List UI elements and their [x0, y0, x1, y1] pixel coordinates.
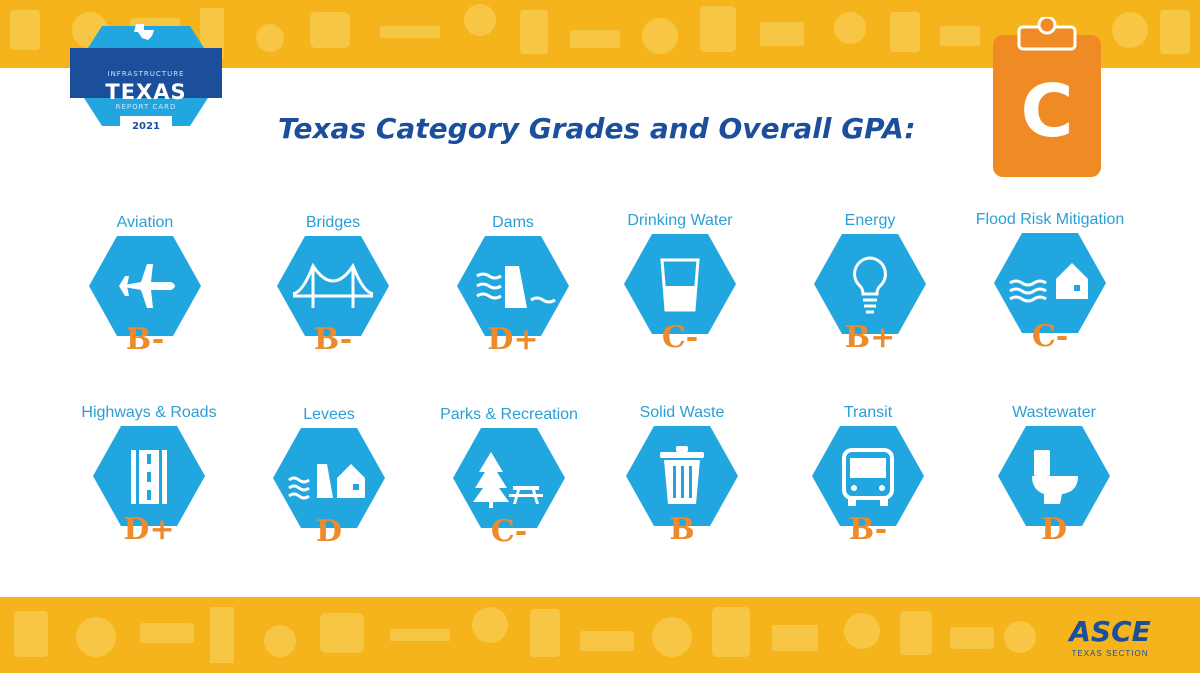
category-bridges: Bridges B- — [243, 214, 423, 404]
category-grade: C- — [661, 320, 699, 355]
category-grade: B — [669, 512, 695, 547]
category-hexagon — [93, 426, 205, 526]
trash-can-icon — [660, 446, 704, 504]
category-wastewater: Wastewater D — [964, 404, 1144, 594]
asce-logo: ASCE TEXAS SECTION — [1060, 615, 1160, 665]
category-levees: Levees D — [239, 406, 419, 596]
airplane-icon — [119, 264, 175, 308]
category-label: Bridges — [305, 214, 361, 231]
category-grade: B- — [848, 512, 888, 547]
water-glass-icon — [660, 258, 700, 312]
category-label: Wastewater — [1012, 404, 1096, 421]
lightbulb-icon — [853, 256, 887, 314]
clipboard-icon — [993, 17, 1101, 177]
dam-icon — [476, 266, 556, 308]
category-label: Energy — [844, 212, 896, 229]
road-icon — [131, 450, 167, 504]
infrastructure-pattern — [10, 4, 1190, 58]
category-hexagon — [457, 236, 569, 336]
category-hexagon — [812, 426, 924, 526]
category-grade: B+ — [844, 320, 896, 355]
category-hexagon — [277, 236, 389, 336]
category-grade: D — [1040, 512, 1067, 547]
page-title: Texas Category Grades and Overall GPA: — [278, 112, 916, 145]
bridge-icon — [292, 262, 374, 308]
category-grade: D+ — [487, 322, 539, 357]
category-drinking-water: Drinking Water C- — [590, 212, 770, 402]
category-hexagon — [626, 426, 738, 526]
badge-line-1: INFRASTRUCTURE — [107, 70, 185, 78]
category-grade: B- — [125, 322, 165, 357]
report-card-badge: INFRASTRUCTURE TEXAS REPORT CARD 2021 — [70, 18, 222, 132]
category-label: Aviation — [116, 214, 174, 231]
overall-grade-clipboard: C — [993, 17, 1101, 177]
toilet-icon — [1032, 450, 1078, 504]
category-label: Solid Waste — [639, 404, 725, 421]
badge-line-2: TEXAS — [105, 80, 187, 104]
category-hexagon — [998, 426, 1110, 526]
category-dams: Dams D+ — [423, 214, 603, 404]
category-hexagon — [453, 428, 565, 528]
infrastructure-pattern — [14, 607, 1036, 663]
category-energy: Energy B+ — [780, 212, 960, 402]
category-grade: B- — [313, 322, 353, 357]
category-label: Parks & Recreation — [440, 406, 578, 423]
category-hexagon — [89, 236, 201, 336]
category-aviation: Aviation B- — [55, 214, 235, 404]
badge-line-3: REPORT CARD — [115, 103, 177, 111]
category-grade: D+ — [123, 512, 175, 547]
category-label: Transit — [843, 404, 893, 421]
tree-picnic-icon — [473, 452, 543, 508]
category-label: Highways & Roads — [81, 404, 217, 421]
category-transit: Transit B- — [778, 404, 958, 594]
texas-outline-icon — [134, 24, 154, 40]
category-label: Drinking Water — [627, 212, 733, 229]
asce-logo-subtext: TEXAS SECTION — [1071, 649, 1149, 658]
levee-icon — [288, 464, 365, 500]
category-flood-risk-mitigation: Flood Risk Mitigation C- — [960, 211, 1140, 401]
category-grade: C- — [1031, 319, 1069, 354]
category-hexagon — [814, 234, 926, 334]
category-hexagon — [624, 234, 736, 334]
overall-grade: C — [1020, 69, 1074, 153]
category-parks-recreation: Parks & Recreation C- — [419, 406, 599, 596]
category-label: Levees — [303, 406, 355, 423]
category-grade: C- — [490, 514, 528, 549]
category-highways-roads: Highways & Roads D+ — [59, 404, 239, 594]
bottom-pattern-band — [0, 597, 1200, 673]
badge-year: 2021 — [132, 121, 160, 132]
category-solid-waste: Solid Waste B — [592, 404, 772, 594]
asce-logo-text: ASCE — [1069, 615, 1151, 648]
category-grade: D — [315, 514, 342, 549]
category-label: Flood Risk Mitigation — [975, 211, 1125, 228]
flood-house-icon — [1009, 263, 1088, 303]
category-hexagon — [994, 233, 1106, 333]
category-label: Dams — [492, 214, 534, 231]
bus-icon — [842, 448, 894, 506]
category-hexagon — [273, 428, 385, 528]
